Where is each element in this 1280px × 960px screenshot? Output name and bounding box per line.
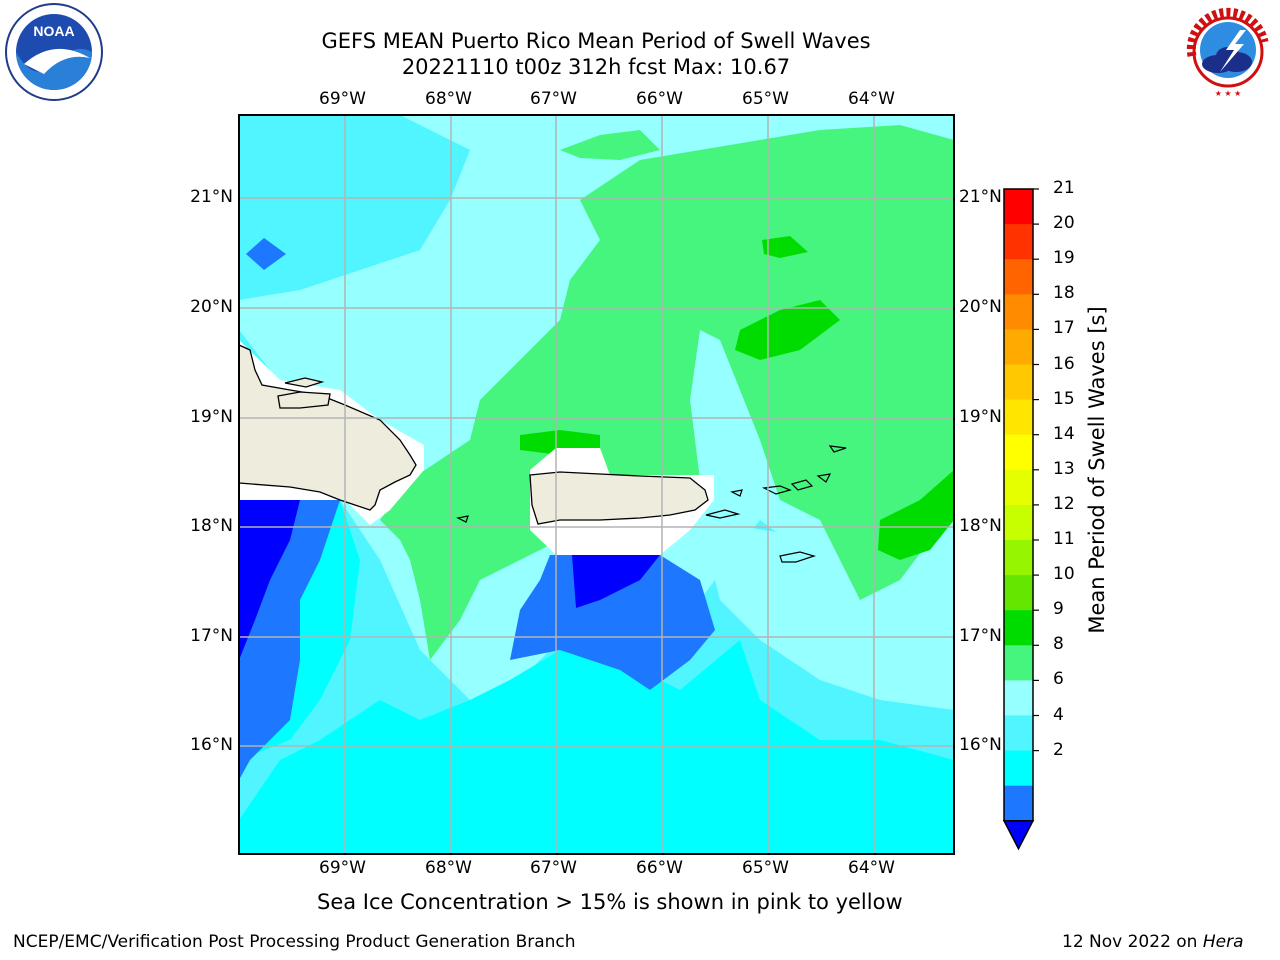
colorbar-tick-label: 19 (1053, 248, 1075, 269)
colorbar-tick-label: 9 (1053, 599, 1064, 620)
colorbar-tick-label: 20 (1053, 213, 1075, 234)
footer-date: 12 Nov 2022 on Hera (1062, 932, 1244, 952)
lon-label-bottom: 64°W (848, 858, 895, 878)
colorbar-tick-label: 10 (1053, 564, 1075, 585)
lon-label-top: 65°W (742, 89, 789, 109)
colorbar (1002, 188, 1039, 851)
colorbar-segment (1004, 540, 1033, 576)
colorbar-segment (1004, 785, 1033, 822)
field-2-4-south (572, 555, 660, 608)
colorbar-tick-label: 13 (1053, 458, 1075, 479)
field-6-8 (239, 640, 954, 854)
colorbar-tick-label: 4 (1053, 704, 1064, 725)
land-vieques (705, 509, 741, 519)
chart-subtitle: 20221110 t00z 312h fcst Max: 10.67 (401, 55, 791, 79)
land-hispaniola-north (277, 391, 331, 409)
lat-label-left: 17°N (190, 626, 233, 646)
lat-label-right: 20°N (959, 297, 1002, 317)
colorbar-segment (1004, 645, 1033, 681)
lat-label-left: 16°N (190, 735, 233, 755)
colorbar-tick-label: 6 (1053, 669, 1064, 690)
sea-ice-footnote: Sea Ice Concentration > 15% is shown in … (317, 890, 903, 914)
land-puerto-rico (529, 471, 709, 525)
lat-label-left: 19°N (190, 407, 233, 427)
lat-label-right: 17°N (959, 626, 1002, 646)
colorbar-segment (1004, 189, 1033, 225)
chart-title: GEFS MEAN Puerto Rico Mean Period of Swe… (321, 29, 871, 53)
footer-host: Hera (1202, 932, 1244, 952)
lon-label-bottom: 66°W (636, 858, 683, 878)
lat-label-left: 18°N (190, 516, 233, 536)
colorbar-label: Mean Period of Swell Waves [s] (1085, 306, 1109, 634)
lat-label-right: 21°N (959, 187, 1002, 207)
colorbar-segment (1004, 715, 1033, 752)
colorbar-tick-label: 12 (1053, 493, 1075, 514)
colorbar-tick-label: 21 (1053, 178, 1075, 198)
land-hispaniola (239, 344, 417, 511)
colorbar-tick-label: 14 (1053, 423, 1075, 444)
noaa-logo: NOAA (5, 3, 103, 101)
footer-date-text: 12 Nov 2022 on (1062, 932, 1203, 952)
colorbar-segment (1004, 750, 1033, 787)
colorbar-segment (1004, 575, 1033, 611)
lon-label-bottom: 69°W (319, 858, 366, 878)
colorbar-extend-arrow (1002, 820, 1035, 851)
colorbar-tick-label: 18 (1053, 283, 1075, 304)
field-11-12-d (762, 236, 808, 258)
colorbar-segment (1004, 294, 1033, 330)
lon-label-top: 66°W (636, 89, 683, 109)
land-tortuga (284, 377, 325, 388)
colorbar-tick-label: 2 (1053, 739, 1064, 760)
land-virgin-islands (730, 445, 847, 497)
footer-credit: NCEP/EMC/Verification Post Processing Pr… (13, 932, 576, 952)
colorbar-segment (1004, 469, 1033, 506)
colorbar-segment (1004, 504, 1033, 541)
colorbar-tick-label: 17 (1053, 318, 1075, 339)
field-11-12-b (878, 470, 954, 560)
colorbar-segment (1004, 680, 1033, 716)
lat-label-left: 21°N (190, 187, 233, 207)
lon-label-bottom: 67°W (530, 858, 577, 878)
lat-label-left: 20°N (190, 297, 233, 317)
lon-label-top: 69°W (319, 89, 366, 109)
grid-lines (239, 115, 954, 854)
lon-label-top: 68°W (425, 89, 472, 109)
land-st-croix (779, 551, 817, 563)
colorbar-segment (1004, 329, 1033, 365)
colorbar-segment (1004, 399, 1033, 436)
colorbar-tick-label: 15 (1053, 388, 1075, 409)
lat-label-right: 16°N (959, 735, 1002, 755)
colorbar-segment (1004, 259, 1033, 295)
nws-logo: ★ ★ ★ (1180, 4, 1276, 100)
field-2-4-spot (246, 238, 286, 270)
lon-label-top: 64°W (848, 89, 895, 109)
land-mona (456, 515, 469, 523)
svg-text:★ ★ ★: ★ ★ ★ (1215, 89, 1242, 98)
colorbar-segment (1004, 434, 1033, 471)
field-4-6-south (510, 555, 715, 690)
svg-text:NOAA: NOAA (33, 23, 74, 39)
lat-label-right: 19°N (959, 407, 1002, 427)
map-frame (238, 114, 955, 855)
colorbar-segment (1004, 610, 1033, 646)
lon-label-top: 67°W (530, 89, 577, 109)
field-10-11-top (560, 130, 660, 160)
colorbar-tick-label: 8 (1053, 634, 1064, 655)
field-2-4-west (239, 500, 300, 660)
lon-label-bottom: 65°W (742, 858, 789, 878)
lon-label-bottom: 68°W (425, 858, 472, 878)
colorbar-segment (1004, 364, 1033, 401)
colorbar-tick-label: 16 (1053, 353, 1075, 374)
colorbar-tick-label: 11 (1053, 529, 1075, 549)
lat-label-right: 18°N (959, 516, 1002, 536)
field-11-12-a (735, 300, 840, 360)
colorbar-segment (1004, 224, 1033, 260)
